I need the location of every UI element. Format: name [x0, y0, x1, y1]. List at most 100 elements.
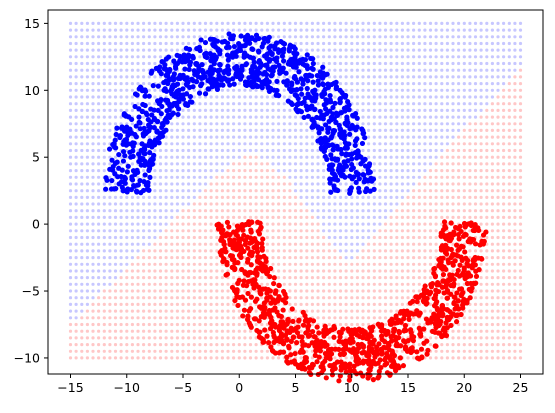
scatter-point [264, 297, 270, 303]
scatter-point [295, 109, 301, 115]
scatter-point [417, 331, 423, 337]
scatter-point [261, 253, 267, 259]
scatter-point [159, 133, 166, 139]
scatter-point [149, 112, 155, 118]
scatter-point [259, 247, 265, 253]
scatter-point [285, 98, 291, 104]
scatter-point [215, 47, 221, 54]
scatter-point [306, 323, 312, 329]
scatter-point [298, 86, 304, 92]
region-class-red [68, 68, 523, 360]
scatter-point [261, 339, 267, 345]
scatter-point [182, 66, 188, 72]
scatter-point [333, 176, 339, 182]
scatter-point [379, 322, 385, 328]
scatter-point [318, 145, 324, 151]
scatter-point [414, 349, 420, 355]
scatter-point [445, 257, 451, 263]
scatter-point [364, 178, 370, 184]
scatter-point [174, 89, 180, 95]
scatter-point [327, 92, 333, 99]
scatter-point [444, 295, 451, 301]
scatter-point [300, 309, 306, 315]
y-tick-label: 15 [24, 16, 40, 31]
scatter-point [382, 327, 388, 334]
scatter-point [177, 58, 183, 64]
scatter-point [421, 291, 427, 297]
scatter-point [457, 262, 463, 268]
scatter-point [435, 280, 441, 286]
scatter-point [167, 103, 173, 109]
scatter-point [249, 35, 255, 42]
scatter-point [292, 350, 298, 357]
scatter-point [453, 252, 459, 258]
scatter-point [342, 343, 349, 349]
scatter-point [244, 35, 250, 41]
scatter-point [267, 67, 274, 73]
scatter-point [274, 78, 280, 84]
scatter-point [261, 307, 267, 313]
scatter-point [353, 127, 359, 133]
scatter-point [205, 78, 211, 84]
scatter-point [300, 81, 306, 87]
scatter-point [187, 93, 194, 100]
scatter-point [391, 326, 397, 332]
scatter-point [262, 35, 268, 42]
scatter-point [387, 372, 393, 378]
scatter-point [257, 220, 263, 226]
scatter-point [406, 316, 412, 323]
scatter-point [333, 79, 339, 85]
scatter-point [245, 313, 251, 319]
scatter-point [300, 61, 306, 67]
scatter-point [451, 229, 457, 235]
scatter-point [169, 84, 176, 90]
scatter-point [112, 160, 118, 167]
scatter-point [115, 174, 121, 180]
scatter-point [327, 356, 333, 362]
scatter-point [392, 320, 398, 326]
scatter-point [123, 128, 129, 134]
scatter-point [366, 163, 372, 169]
scatter-point [309, 65, 315, 71]
scatter-point [346, 377, 352, 383]
scatter-point [272, 324, 279, 330]
scatter-point [234, 71, 241, 77]
scatter-point [291, 75, 297, 81]
scatter-point [317, 108, 323, 115]
scatter-point [141, 125, 147, 131]
scatter-point [310, 60, 316, 67]
scatter-point [177, 72, 183, 78]
scatter-point [281, 46, 287, 52]
scatter-point [426, 291, 433, 297]
scatter-point [376, 368, 382, 374]
scatter-point [146, 93, 152, 99]
scatter-point [242, 43, 248, 49]
x-tick-label: 25 [513, 380, 529, 395]
scatter-point [398, 319, 404, 325]
scatter-point [296, 317, 302, 323]
scatter-point [165, 54, 172, 60]
scatter-point [467, 273, 474, 279]
scatter-point [128, 154, 134, 160]
scatter-point [170, 110, 176, 116]
scatter-point [407, 300, 413, 306]
scatter-point [125, 163, 131, 169]
scatter-point [164, 119, 170, 125]
scatter-point [163, 127, 169, 133]
scatter-point [372, 361, 379, 367]
scatter-point [322, 72, 328, 78]
scatter-point [315, 82, 321, 88]
scatter-point [344, 114, 350, 120]
scatter-point [210, 36, 216, 43]
scatter-point [236, 277, 242, 283]
scatter-point [231, 50, 237, 57]
scatter-point [173, 65, 179, 71]
scatter-point [142, 102, 148, 109]
scatter-point [349, 336, 355, 342]
scatter-point [292, 92, 298, 98]
scatter-point [136, 114, 142, 120]
scatter-point [444, 325, 450, 331]
scatter-point [317, 69, 324, 75]
scatter-point [124, 169, 130, 175]
scatter-point [248, 294, 254, 300]
